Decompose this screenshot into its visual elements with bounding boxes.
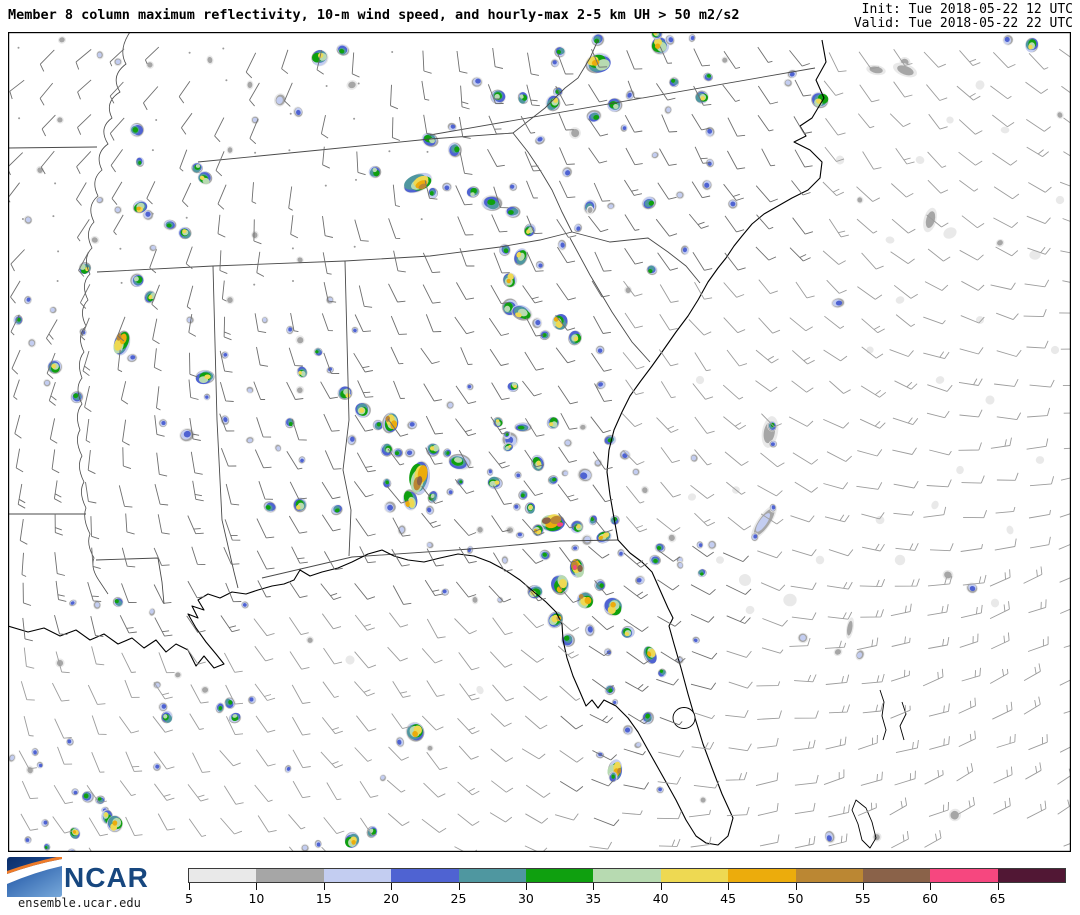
run-times: Init: Tue 2018-05-22 12 UTC Valid: Tue 2…	[854, 3, 1073, 31]
ncar-logo	[7, 857, 62, 897]
reflectivity-map-canvas	[8, 32, 1071, 852]
ncar-logo-text: NCAR	[64, 862, 149, 893]
logo-swoosh-icon	[7, 859, 62, 884]
colorbar-tick-label: 30	[517, 891, 534, 906]
colorbar-segment	[189, 869, 257, 882]
weather-map	[8, 32, 1071, 852]
colorbar-tick-label: 55	[854, 891, 871, 906]
colorbar-segment	[930, 869, 998, 882]
colorbar-tick	[997, 883, 999, 890]
colorbar-tick	[256, 883, 258, 890]
colorbar-tick	[391, 883, 393, 890]
colorbar-tick-label: 20	[383, 891, 400, 906]
colorbar-tick-label: 15	[315, 891, 332, 906]
colorbar-tick-label: 25	[450, 891, 467, 906]
colorbar-tick	[593, 883, 595, 890]
colorbar-tick	[323, 883, 325, 890]
colorbar-tick-label: 45	[720, 891, 737, 906]
colorbar-segment	[391, 869, 459, 882]
colorbar-tick-label: 60	[922, 891, 939, 906]
colorbar-segment	[256, 869, 324, 882]
colorbar-tick	[728, 883, 730, 890]
coastline-layer	[8, 39, 907, 849]
page-title: Member 8 column maximum reflectivity, 10…	[8, 7, 740, 23]
colorbar-tick-label: 35	[585, 891, 602, 906]
state-borders-layer	[8, 32, 816, 605]
colorbar-tick-label: 40	[652, 891, 669, 906]
colorbar-tick-label: 5	[185, 891, 193, 906]
init-time: Init: Tue 2018-05-22 12 UTC	[861, 2, 1073, 17]
colorbar-segment	[795, 869, 863, 882]
colorbar-segment	[997, 869, 1066, 882]
logo-lower-body	[7, 866, 62, 897]
colorbar-tick-label: 10	[248, 891, 265, 906]
colorbar-tick	[458, 883, 460, 890]
logo-orange-arc-icon	[7, 857, 62, 874]
colorbar-tick	[525, 883, 527, 890]
colorbar-tick-label: 50	[787, 891, 804, 906]
valid-time: Valid: Tue 2018-05-22 22 UTC	[853, 16, 1073, 31]
colorbar-segment	[458, 869, 526, 882]
colorbar-tick	[930, 883, 932, 890]
map-frame	[8, 32, 1071, 852]
colorbar-segment	[862, 869, 931, 882]
colorbar-segment	[525, 869, 594, 882]
colorbar-tick	[862, 883, 864, 890]
reflectivity-cells-layer	[8, 32, 1065, 852]
colorbar-tick	[660, 883, 662, 890]
colorbar-segment	[728, 869, 796, 882]
colorbar-segments	[188, 868, 1066, 883]
wind-barbs-layer	[8, 46, 1071, 852]
colorbar-segment	[660, 869, 729, 882]
colorbar-tick-label: 65	[989, 891, 1006, 906]
colorbar-segment	[323, 869, 392, 882]
colorbar-tick	[189, 883, 190, 890]
colorbar-segment	[593, 869, 661, 882]
site-url: ensemble.ucar.edu	[18, 896, 141, 910]
colorbar-tick	[795, 883, 797, 890]
